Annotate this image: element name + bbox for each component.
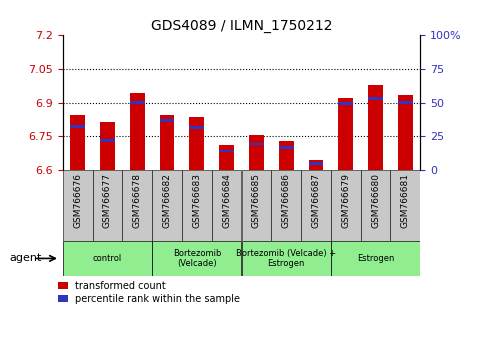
- Legend: transformed count, percentile rank within the sample: transformed count, percentile rank withi…: [58, 281, 241, 304]
- Text: GSM766687: GSM766687: [312, 173, 320, 228]
- Bar: [249, 143, 264, 145]
- Bar: [122, 170, 152, 241]
- Text: GSM766679: GSM766679: [341, 173, 350, 228]
- Bar: [331, 241, 420, 276]
- Bar: [100, 139, 115, 142]
- Bar: [70, 125, 85, 127]
- Text: Estrogen: Estrogen: [357, 254, 394, 263]
- Text: GSM766677: GSM766677: [103, 173, 112, 228]
- Text: GSM766684: GSM766684: [222, 173, 231, 228]
- Bar: [70, 115, 85, 170]
- Bar: [368, 97, 383, 99]
- Bar: [130, 93, 145, 170]
- Text: Bortezomib (Velcade) +
Estrogen: Bortezomib (Velcade) + Estrogen: [236, 249, 336, 268]
- Bar: [182, 170, 212, 241]
- Bar: [338, 102, 353, 105]
- Bar: [249, 135, 264, 170]
- Text: GSM766678: GSM766678: [133, 173, 142, 228]
- Bar: [63, 170, 93, 241]
- Bar: [390, 170, 420, 241]
- Text: GSM766686: GSM766686: [282, 173, 291, 228]
- Text: GSM766682: GSM766682: [163, 173, 171, 228]
- Bar: [100, 122, 115, 170]
- Bar: [242, 241, 331, 276]
- Text: Bortezomib
(Velcade): Bortezomib (Velcade): [172, 249, 221, 268]
- Text: GSM766676: GSM766676: [73, 173, 82, 228]
- Bar: [219, 145, 234, 170]
- Bar: [271, 170, 301, 241]
- Bar: [159, 115, 174, 170]
- Text: GSM766680: GSM766680: [371, 173, 380, 228]
- Text: GSM766685: GSM766685: [252, 173, 261, 228]
- Bar: [212, 170, 242, 241]
- Bar: [279, 146, 294, 149]
- Bar: [338, 98, 353, 170]
- Bar: [189, 126, 204, 129]
- Text: GSM766683: GSM766683: [192, 173, 201, 228]
- Bar: [152, 241, 242, 276]
- Bar: [331, 170, 361, 241]
- Text: control: control: [93, 254, 122, 263]
- Bar: [279, 141, 294, 170]
- Bar: [361, 170, 390, 241]
- Title: GDS4089 / ILMN_1750212: GDS4089 / ILMN_1750212: [151, 19, 332, 33]
- Bar: [309, 160, 324, 170]
- Bar: [130, 101, 145, 104]
- Text: GSM766681: GSM766681: [401, 173, 410, 228]
- Bar: [219, 149, 234, 152]
- Bar: [398, 95, 413, 170]
- Bar: [152, 170, 182, 241]
- Bar: [63, 241, 152, 276]
- Bar: [189, 117, 204, 170]
- Bar: [309, 162, 324, 165]
- Bar: [242, 170, 271, 241]
- Bar: [301, 170, 331, 241]
- Bar: [93, 170, 122, 241]
- Bar: [368, 85, 383, 170]
- Bar: [159, 119, 174, 122]
- Bar: [398, 101, 413, 104]
- Text: agent: agent: [10, 253, 42, 263]
